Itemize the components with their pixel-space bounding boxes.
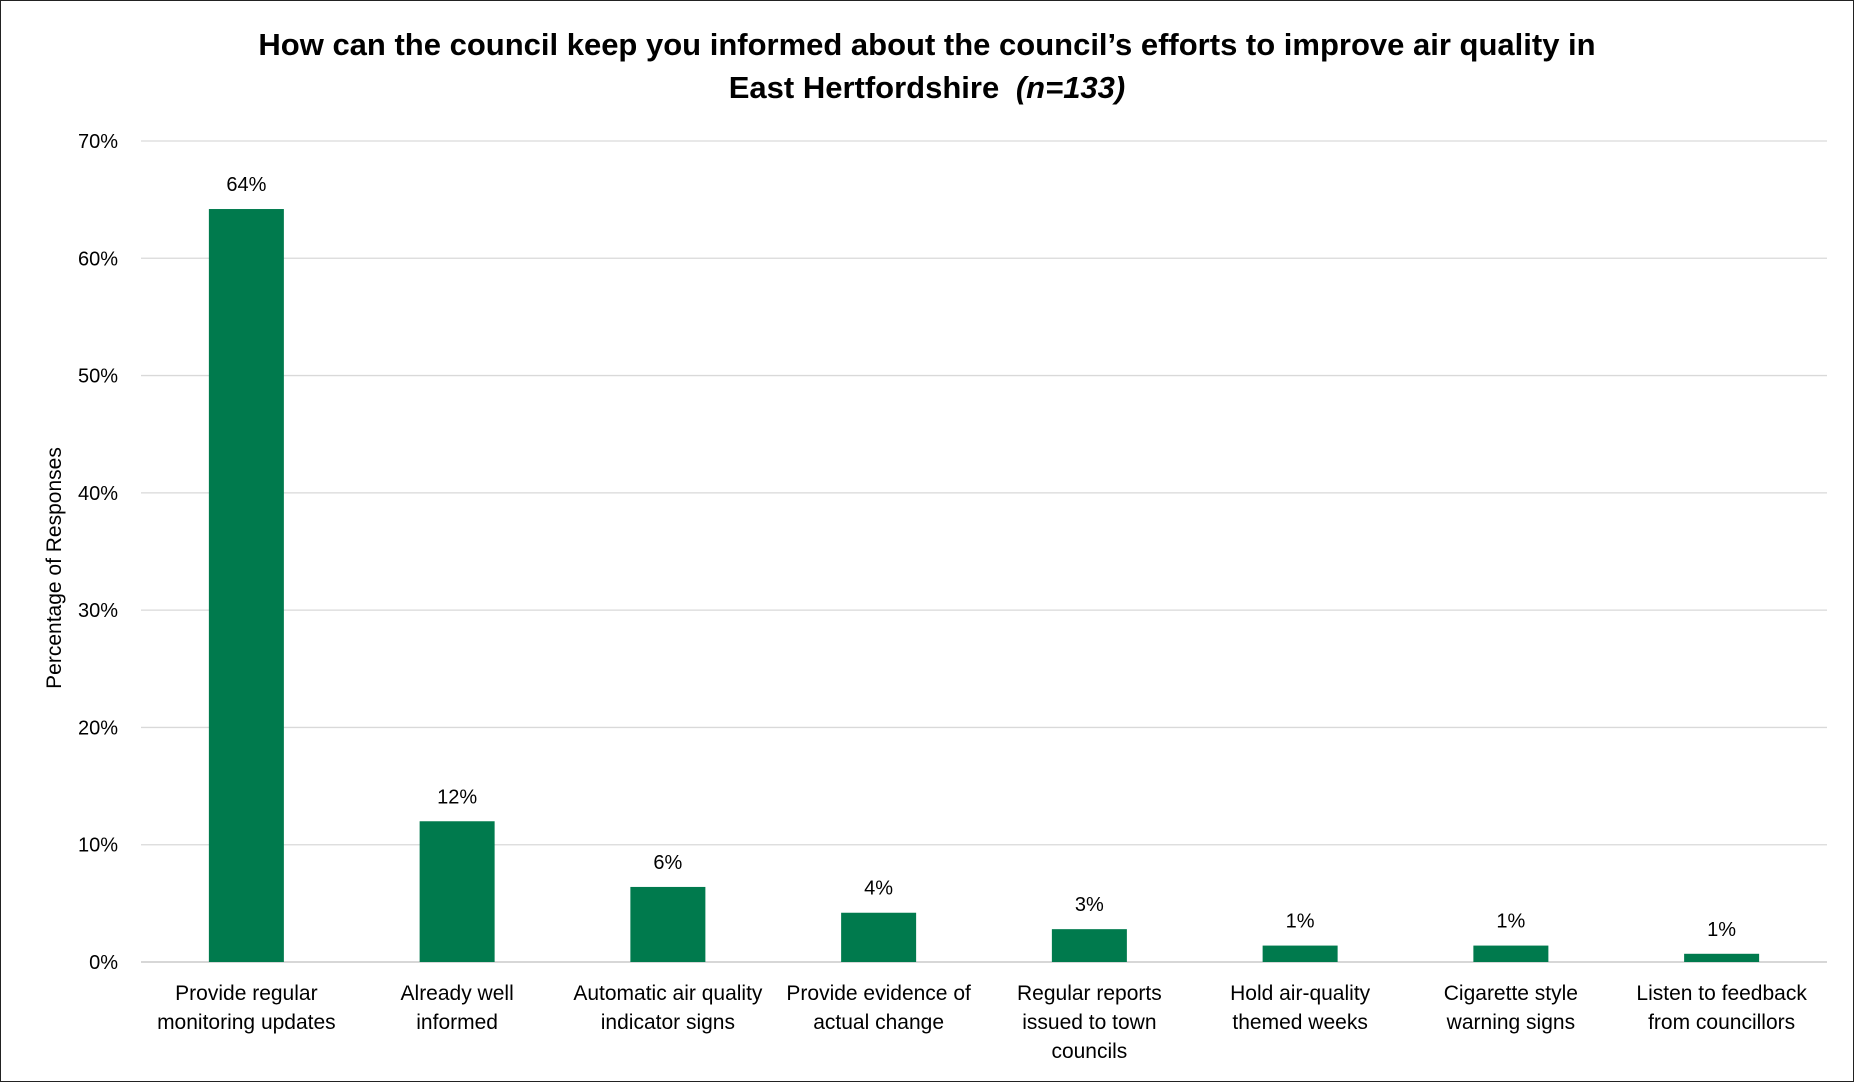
category-label: Provide regular monitoring updates [157,982,336,1034]
category-label-line: issued to town [1022,1011,1156,1034]
y-axis-title: Percentage of Responses [43,447,66,689]
category-labels: Provide regular monitoring updates Already… [157,982,1807,1063]
chart-title: How can the council keep you informed ab… [258,27,1595,105]
data-label: 1% [1707,919,1736,941]
bar [1473,945,1549,962]
category-label-line: warning signs [1446,1011,1575,1034]
chart-title-line2: East Hertfordshire (n=133) [729,70,1126,105]
gridlines [141,140,1827,963]
y-axis-ticks: 0% 10% 20% 30% 40% 50% 60% 70% [78,131,118,974]
category-label-line: Provide regular [175,982,317,1005]
bars [208,209,1760,963]
category-label-line: from councillors [1648,1011,1795,1034]
data-labels: 64% 12% 6% 4% 3% 1% 1% 1% [226,174,1736,941]
category-label-line: councils [1051,1040,1127,1063]
bar [419,821,495,962]
y-tick-label: 10% [78,835,118,857]
y-tick-label: 50% [78,366,118,388]
y-tick-label: 70% [78,131,118,153]
bar [1262,945,1338,962]
category-label-line: informed [416,1011,498,1034]
category-label: Already well informed [401,982,514,1034]
category-label: Regular reports issued to town councils [1017,982,1162,1063]
category-label-line: indicator signs [601,1011,735,1034]
category-label-line: Provide evidence of [786,982,971,1005]
bar [208,209,284,963]
data-label: 1% [1286,911,1315,933]
chart-title-note: (n=133) [1016,70,1125,105]
category-label: Hold air-quality themed weeks [1230,982,1371,1034]
category-label: Cigarette style warning signs [1444,982,1578,1034]
category-label: Automatic air quality indicator signs [573,982,763,1034]
category-label-line: actual change [813,1011,944,1034]
chart-title-line1: How can the council keep you informed ab… [258,27,1595,62]
category-label-line: Already well [401,982,514,1005]
category-label-line: Automatic air quality [573,982,763,1005]
data-label: 6% [653,852,682,874]
category-label: Provide evidence of actual change [786,982,971,1034]
bar [841,912,917,962]
category-label: Listen to feedback from councillors [1636,982,1807,1034]
bar [1684,953,1760,962]
bar [1051,929,1127,962]
y-tick-label: 60% [78,248,118,270]
y-tick-label: 40% [78,483,118,505]
category-label-line: Hold air-quality [1230,982,1371,1005]
data-label: 4% [864,878,893,900]
y-tick-label: 20% [78,717,118,739]
chart-title-main: East Hertfordshire [729,70,999,105]
category-label-line: Regular reports [1017,982,1162,1005]
bar [630,886,706,962]
category-label-line: Listen to feedback [1636,982,1807,1005]
data-label: 12% [437,786,477,808]
category-label-line: themed weeks [1232,1011,1367,1034]
category-label-line: monitoring updates [157,1011,336,1034]
data-label: 64% [226,174,266,196]
data-label: 3% [1075,894,1104,916]
category-label-line: Cigarette style [1444,982,1578,1005]
y-tick-label: 0% [89,952,118,974]
y-tick-label: 30% [78,600,118,622]
data-label: 1% [1496,911,1525,933]
